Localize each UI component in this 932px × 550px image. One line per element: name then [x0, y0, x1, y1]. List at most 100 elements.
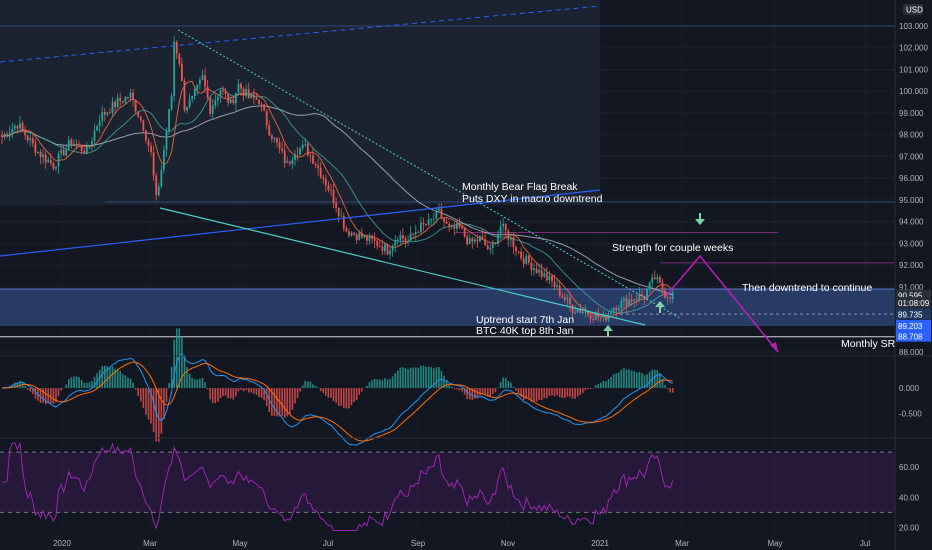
- price-tag-label-0: 90.595: [898, 292, 923, 301]
- candle-body-70: [181, 63, 183, 81]
- macd-hist-102: [263, 388, 265, 401]
- macd-hist-123: [317, 387, 319, 389]
- candle-body-38: [98, 121, 101, 127]
- macd-hist-121: [312, 384, 314, 389]
- macd-hist-198: [510, 382, 512, 389]
- candle-body-47: [121, 101, 124, 103]
- macd-hist-5: [14, 382, 16, 389]
- candle-body-239: [615, 307, 618, 311]
- macd-hist-53: [137, 388, 140, 397]
- macd-hist-232: [597, 384, 600, 389]
- candle-body-13: [34, 143, 37, 154]
- macd-hist-152: [391, 376, 394, 389]
- candle-body-179: [461, 226, 463, 229]
- candle-body-229: [589, 314, 592, 320]
- annotation-strength: Strength for couple weeks: [612, 242, 733, 254]
- up-arrow-feb: [655, 301, 665, 313]
- currency-badge[interactable]: [903, 4, 923, 15]
- y-tick-label-6: 97.000: [899, 152, 924, 161]
- candle-body-195: [502, 223, 505, 227]
- macd-hist-225: [579, 388, 582, 396]
- macd-hist-97: [250, 388, 253, 393]
- ma-200-line: [1, 105, 673, 296]
- candle-body-20: [52, 163, 55, 169]
- candle-body-189: [486, 245, 489, 250]
- macd-hist-193: [497, 387, 499, 389]
- candle-body-237: [610, 312, 612, 314]
- macd-hist-165: [425, 366, 427, 389]
- macd-hist-94: [242, 388, 245, 392]
- teal-dotted-trendline: [177, 29, 681, 319]
- candle-body-98: [252, 94, 255, 98]
- macd-hist-135: [348, 388, 350, 409]
- y-tick-label-5: 98.000: [899, 131, 924, 140]
- price-tag-bg-4: [896, 330, 931, 342]
- candle-body-52: [134, 99, 137, 112]
- x-tick-label-3: Jul: [323, 539, 333, 548]
- macd-hist-10: [26, 388, 29, 390]
- ma-50-line: [1, 87, 673, 314]
- macd-hist-246: [633, 371, 636, 389]
- ma-20-line: [1, 80, 674, 318]
- macd-hist-251: [646, 374, 648, 389]
- price-tag-label-2: 89.735: [898, 310, 923, 319]
- macd-hist-77: [199, 378, 201, 389]
- price-tag-bg-0: [896, 289, 931, 301]
- candle-body-168: [432, 218, 435, 220]
- macd-hist-60: [155, 388, 157, 442]
- macd-hist-140: [361, 388, 363, 392]
- candle-body-7: [19, 123, 21, 129]
- macd-hist-111: [286, 388, 289, 417]
- candle-body-134: [345, 228, 348, 232]
- candle-body-31: [80, 144, 83, 151]
- candle-body-202: [520, 251, 523, 259]
- macd-hist-88: [227, 388, 229, 399]
- candle-body-96: [247, 89, 250, 99]
- candle-body-240: [617, 308, 620, 311]
- candle-body-32: [83, 150, 86, 154]
- macd-hist-209: [538, 388, 540, 400]
- candle-body-114: [294, 154, 296, 160]
- candle-body-144: [371, 235, 373, 239]
- macd-hist-23: [60, 388, 62, 391]
- macd-hist-241: [620, 369, 623, 389]
- candle-body-18: [47, 160, 50, 163]
- macd-hist-211: [543, 388, 546, 399]
- macd-hist-31: [80, 379, 83, 389]
- candle-body-86: [222, 90, 224, 91]
- candle-body-94: [242, 88, 245, 96]
- macd-hist-260: [669, 388, 671, 393]
- candle-body-170: [438, 208, 440, 211]
- candle-body-258: [664, 290, 666, 298]
- candle-body-235: [605, 315, 607, 321]
- macd-hist-89: [229, 388, 232, 399]
- macd-hist-158: [407, 369, 409, 389]
- candle-body-149: [384, 244, 386, 252]
- candle-body-23: [60, 149, 63, 154]
- candle-body-11: [29, 138, 32, 141]
- macd-hist-54: [139, 388, 142, 402]
- candle-body-120: [309, 155, 312, 157]
- macd-hist-231: [594, 385, 597, 389]
- candle-body-65: [168, 109, 170, 131]
- macd-hist-62: [160, 388, 163, 434]
- candle-body-160: [412, 233, 415, 235]
- candle-body-234: [602, 315, 605, 318]
- macd-hist-183: [471, 388, 474, 400]
- candle-body-161: [414, 232, 417, 235]
- candle-body-222: [571, 304, 574, 314]
- macd-hist-72: [186, 367, 188, 389]
- candle-body-40: [103, 112, 106, 115]
- macd-hist-248: [638, 371, 641, 389]
- macd-hist-261: [671, 388, 674, 393]
- macd-hist-90: [232, 388, 235, 400]
- candle-body-217: [558, 285, 561, 296]
- macd-hist-159: [409, 367, 412, 389]
- macd-hist-68: [175, 328, 178, 389]
- blue-trendline: [0, 189, 601, 257]
- macd-hist-203: [522, 388, 525, 401]
- macd-hist-130: [335, 388, 337, 404]
- candle-body-231: [594, 313, 597, 320]
- macd-hist-212: [546, 388, 548, 399]
- candle-body-226: [581, 311, 584, 313]
